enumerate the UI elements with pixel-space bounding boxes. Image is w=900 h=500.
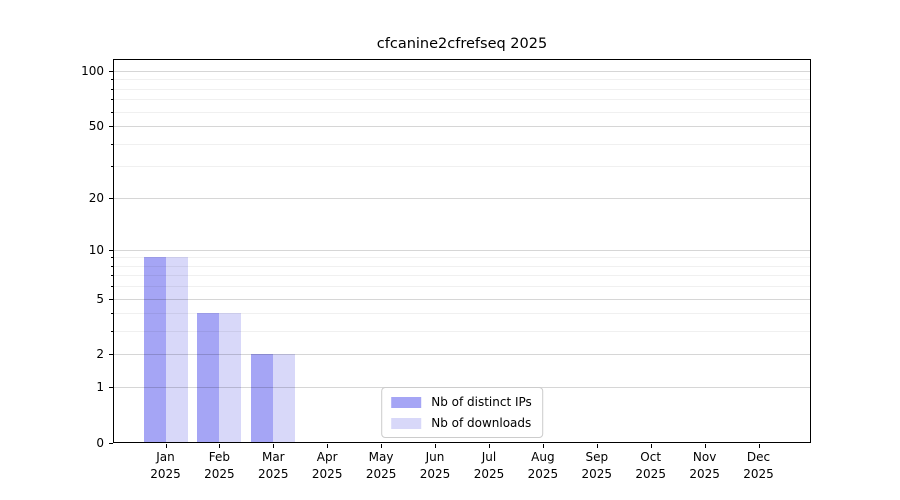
y-minor-tick-mark [110, 111, 113, 113]
y-tick-mark [109, 443, 113, 444]
y-tick-mark [109, 354, 113, 356]
y-minor-tick-mark [110, 79, 113, 81]
x-tick-label: Dec 2025 [743, 450, 774, 481]
y-minor-tick-mark [110, 286, 113, 288]
y-tick-label: 100 [81, 63, 104, 78]
y-minor-tick-mark [110, 88, 113, 90]
x-tick-mark [758, 444, 760, 448]
minor-gridline [113, 257, 811, 259]
y-tick-mark [109, 70, 113, 72]
legend-swatch-downloads [391, 417, 422, 429]
minor-gridline [113, 143, 811, 145]
y-tick-label: 1 [96, 380, 104, 395]
y-minor-tick-mark [110, 257, 113, 259]
x-tick-label: Jul 2025 [473, 450, 505, 481]
y-tick-label: 2 [96, 347, 104, 362]
bar-downloads [165, 257, 188, 442]
y-minor-tick-mark [110, 275, 113, 277]
major-gridline [113, 298, 811, 300]
x-tick-mark [165, 444, 167, 448]
top-spine [113, 59, 811, 60]
y-minor-tick-mark [110, 313, 113, 315]
major-gridline [113, 249, 811, 251]
legend: Nb of distinct IPs Nb of downloads [381, 387, 543, 438]
y-tick-label: 20 [88, 190, 104, 205]
y-tick-label: 0 [96, 436, 104, 450]
x-tick-mark [327, 444, 329, 448]
x-tick-label: Nov 2025 [689, 450, 720, 481]
minor-gridline [113, 79, 811, 81]
x-tick-mark [542, 444, 544, 448]
bar-distinct-ips [143, 257, 166, 442]
y-tick-mark [109, 249, 113, 251]
bar-distinct-ips [251, 354, 274, 442]
minor-gridline [113, 111, 811, 113]
major-gridline [113, 197, 811, 199]
right-spine [810, 59, 811, 443]
x-tick-mark [219, 444, 221, 448]
left-spine [113, 59, 114, 443]
x-tick-mark [381, 444, 383, 448]
x-tick-label: Sep 2025 [581, 450, 613, 481]
legend-entry-distinct-ips: Nb of distinct IPs [391, 395, 532, 409]
chart-title: cfcanine2cfrefseq 2025 [376, 36, 548, 52]
x-tick-mark [596, 444, 598, 448]
y-tick-label: 5 [96, 291, 104, 306]
y-minor-tick-mark [110, 166, 113, 168]
major-gridline [113, 354, 811, 356]
y-tick-mark [109, 387, 113, 389]
y-tick-mark [109, 197, 113, 199]
minor-gridline [113, 286, 811, 288]
minor-gridline [113, 265, 811, 267]
legend-swatch-distinct-ips [391, 396, 422, 408]
x-tick-mark [489, 444, 490, 448]
minor-gridline [113, 313, 811, 315]
y-minor-tick-mark [110, 331, 113, 333]
bar-distinct-ips [197, 313, 220, 442]
y-tick-label: 50 [88, 119, 104, 133]
minor-gridline [113, 88, 811, 90]
x-tick-mark [435, 444, 436, 448]
major-gridline [113, 70, 811, 72]
y-minor-tick-mark [110, 99, 113, 101]
x-tick-label: Jun 2025 [419, 450, 451, 481]
x-tick-mark [273, 444, 275, 448]
y-minor-tick-mark [110, 265, 113, 267]
legend-label-downloads: Nb of downloads [431, 416, 532, 430]
legend-label-distinct-ips: Nb of distinct IPs [431, 395, 532, 409]
y-tick-mark [109, 126, 113, 127]
bar-downloads [273, 354, 296, 442]
minor-gridline [113, 331, 811, 333]
y-minor-tick-mark [110, 143, 113, 145]
plot-area: Nb of distinct IPs Nb of downloads [113, 59, 811, 443]
major-gridline [113, 126, 811, 127]
x-tick-label: May 2025 [365, 450, 397, 481]
y-tick-mark [109, 298, 113, 300]
bar-downloads [219, 313, 242, 442]
minor-gridline [113, 99, 811, 101]
y-tick-label: 10 [88, 242, 104, 257]
x-tick-label: Aug 2025 [527, 450, 559, 481]
bottom-spine [113, 442, 811, 443]
minor-gridline [113, 275, 811, 277]
x-tick-mark [704, 444, 706, 448]
x-tick-label: Jan 2025 [150, 450, 181, 481]
x-tick-label: Mar 2025 [258, 450, 289, 481]
x-tick-label: Feb 2025 [204, 450, 235, 481]
minor-gridline [113, 166, 811, 168]
legend-entry-downloads: Nb of downloads [391, 416, 532, 430]
x-tick-label: Apr 2025 [311, 450, 343, 481]
x-tick-label: Oct 2025 [635, 450, 666, 481]
x-tick-mark [650, 444, 652, 448]
